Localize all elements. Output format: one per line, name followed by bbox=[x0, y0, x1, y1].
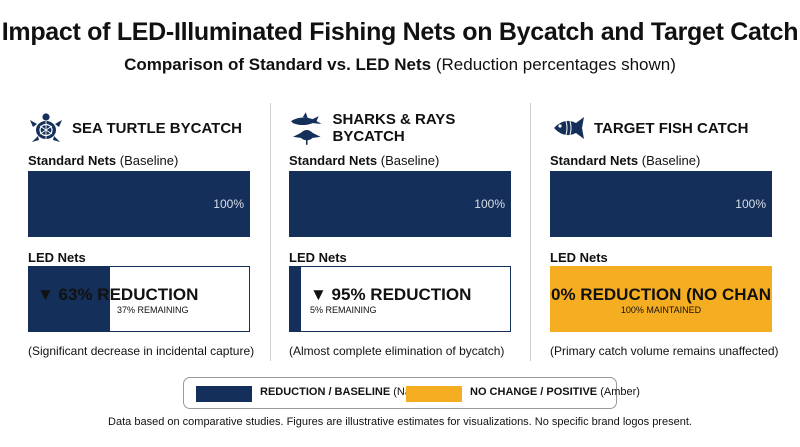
sea-turtle-icon bbox=[30, 113, 62, 142]
standard-bar: 100% bbox=[28, 171, 250, 237]
led-reduction-label: ▼ 95% REDUCTION bbox=[310, 285, 472, 304]
led-nets-label: LED Nets bbox=[28, 250, 86, 265]
led-bar: ▼ 63% REDUCTION 37% REMAINING bbox=[28, 266, 250, 332]
chart-title: Impact of LED-Illuminated Fishing Nets o… bbox=[1, 18, 799, 46]
chart-subtitle: Comparison of Standard vs. LED Nets (Red… bbox=[0, 55, 800, 75]
led-reduction-label: 0% REDUCTION (NO CHANGE) bbox=[551, 285, 772, 304]
panel-sharks-rays: SHARKS & RAYS BYCATCH Standard Nets (Bas… bbox=[289, 105, 529, 365]
led-remaining-label: 5% REMAINING bbox=[310, 305, 377, 315]
led-reduction-label: ▼ 63% REDUCTION bbox=[37, 285, 199, 304]
panel-divider bbox=[270, 103, 271, 361]
panel-note: (Primary catch volume remains unaffected… bbox=[550, 344, 779, 358]
standard-nets-label: Standard Nets (Baseline) bbox=[28, 153, 179, 168]
legend-item-amber: NO CHANGE / POSITIVE (Amber) bbox=[470, 386, 640, 398]
standard-bar: 100% bbox=[289, 171, 511, 237]
panel-divider bbox=[530, 103, 531, 361]
fish-icon bbox=[554, 117, 584, 139]
led-bar: ▼ 95% REDUCTION 5% REMAINING bbox=[289, 266, 511, 332]
panel-title: TARGET FISH CATCH bbox=[594, 119, 749, 137]
panel-target-fish: TARGET FISH CATCH Standard Nets (Baselin… bbox=[550, 105, 790, 365]
panel-header: TARGET FISH CATCH bbox=[550, 111, 748, 145]
legend-item-navy: REDUCTION / BASELINE (Navy) bbox=[260, 386, 426, 398]
legend-swatch-amber bbox=[406, 386, 462, 402]
panel-note: (Almost complete elimination of bycatch) bbox=[289, 344, 505, 358]
led-bar-fill bbox=[551, 267, 771, 331]
led-nets-label: LED Nets bbox=[289, 250, 347, 265]
subtitle-rest: (Reduction percentages shown) bbox=[435, 55, 676, 74]
standard-bar-value: 100% bbox=[474, 197, 505, 211]
led-bar-fill bbox=[290, 267, 301, 331]
legend-swatch-navy bbox=[196, 386, 252, 402]
panel-note: (Significant decrease in incidental capt… bbox=[28, 344, 255, 358]
led-bar-fill bbox=[29, 267, 111, 331]
legend: REDUCTION / BASELINE (Navy) NO CHANGE / … bbox=[183, 377, 640, 409]
panel-title: SHARKS & RAYS BYCATCH bbox=[332, 111, 456, 145]
led-remaining-label: 100% MAINTAINED bbox=[620, 305, 702, 315]
standard-nets-label: Standard Nets (Baseline) bbox=[289, 153, 440, 168]
footer-note: Data based on comparative studies. Figur… bbox=[108, 416, 692, 428]
panel-header: SEA TURTLE BYCATCH bbox=[28, 111, 242, 145]
panel-title: SEA TURTLE BYCATCH bbox=[72, 119, 242, 137]
led-bar: 0% REDUCTION (NO CHANGE) 100% MAINTAINED bbox=[550, 266, 772, 332]
standard-bar-value: 100% bbox=[735, 197, 766, 211]
shark-ray-icon bbox=[290, 112, 322, 145]
standard-bar: 100% bbox=[550, 171, 772, 237]
standard-bar-value: 100% bbox=[213, 197, 244, 211]
panel-sea-turtle: SEA TURTLE BYCATCH Standard Nets (Baseli… bbox=[28, 105, 268, 365]
led-remaining-label: 37% REMAINING bbox=[117, 305, 189, 315]
led-nets-label: LED Nets bbox=[550, 250, 608, 265]
standard-nets-label: Standard Nets (Baseline) bbox=[550, 153, 701, 168]
subtitle-bold: Comparison of Standard vs. LED Nets bbox=[124, 55, 432, 74]
panel-header: SHARKS & RAYS BYCATCH bbox=[289, 111, 529, 145]
